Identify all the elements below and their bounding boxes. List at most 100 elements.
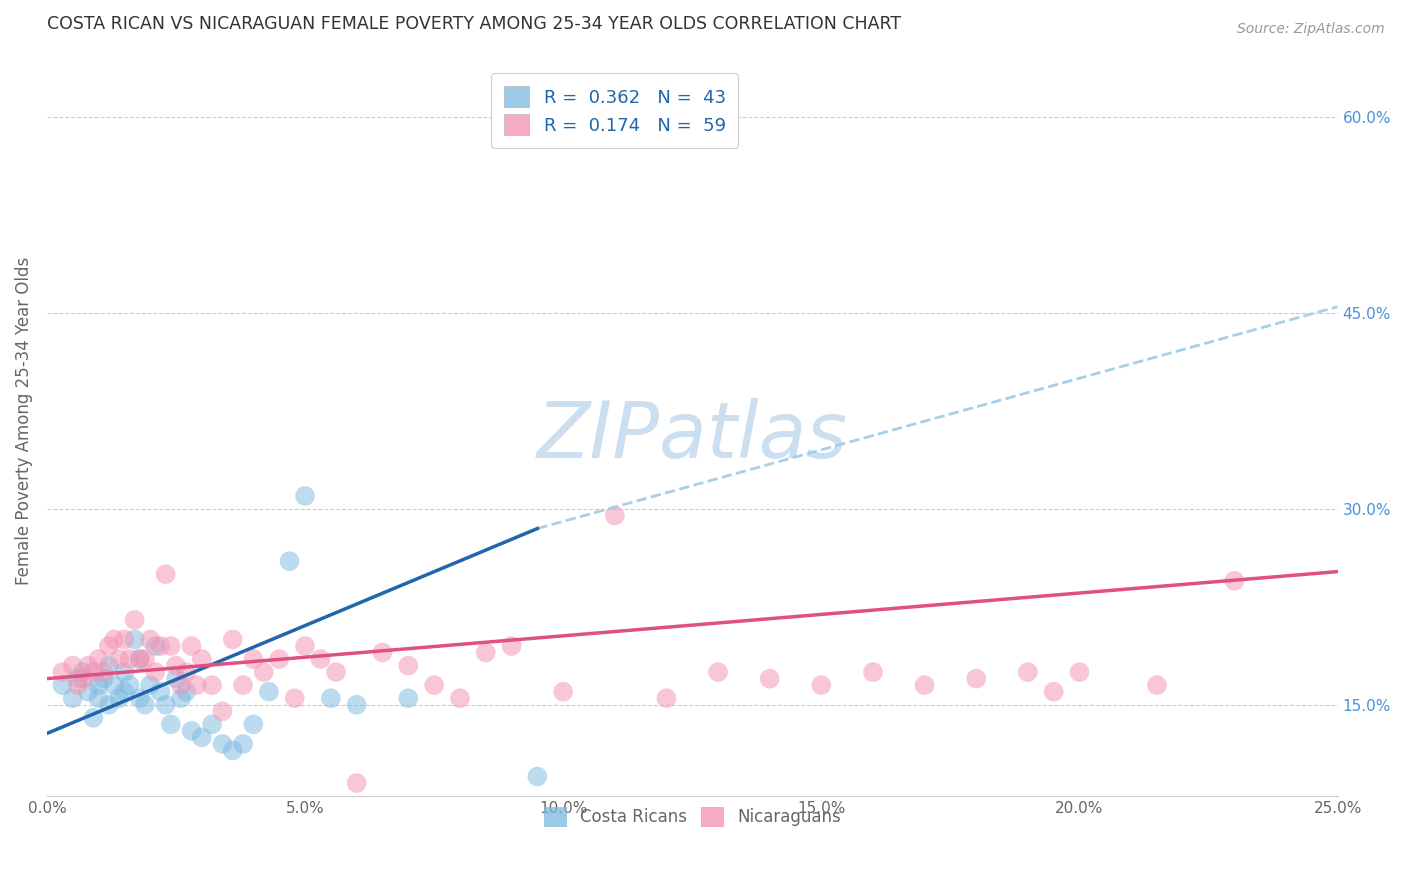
Point (159, 639, 181, 653)
Point (862, 665, 884, 679)
Point (758, 672, 780, 686)
Point (97, 658, 120, 673)
Point (186, 678, 208, 692)
Point (139, 678, 162, 692)
Point (1146, 678, 1168, 692)
Y-axis label: Female Poverty Among 25-34 Year Olds: Female Poverty Among 25-34 Year Olds (15, 257, 32, 585)
Point (82, 665, 104, 679)
Point (124, 613, 146, 627)
Point (257, 684, 280, 698)
Point (269, 652, 291, 666)
Point (103, 632, 125, 647)
Point (51, 665, 73, 679)
Point (112, 684, 135, 698)
Point (77, 684, 100, 698)
Point (449, 691, 471, 706)
Point (180, 723, 202, 738)
Point (294, 639, 316, 653)
Point (143, 665, 166, 679)
Point (325, 665, 347, 679)
Point (201, 678, 224, 692)
Point (72, 665, 94, 679)
Point (294, 489, 316, 503)
Point (222, 632, 245, 647)
Point (128, 652, 150, 666)
Point (93, 672, 115, 686)
Point (134, 652, 156, 666)
Point (174, 684, 197, 698)
Point (423, 678, 446, 692)
Point (211, 737, 233, 751)
Point (553, 684, 575, 698)
Point (77, 658, 100, 673)
Point (1017, 665, 1039, 679)
Point (149, 639, 172, 653)
Point (128, 691, 150, 706)
Point (284, 691, 307, 706)
Point (165, 672, 187, 686)
Point (501, 639, 523, 653)
Point (112, 632, 135, 647)
Point (155, 698, 177, 712)
Point (309, 652, 332, 666)
Point (165, 658, 187, 673)
Point (242, 717, 264, 731)
Point (371, 646, 394, 660)
Point (97, 698, 120, 712)
Point (242, 652, 264, 666)
Point (810, 678, 832, 692)
Legend: Costa Ricans, Nicaraguans: Costa Ricans, Nicaraguans (533, 797, 851, 837)
Point (128, 652, 150, 666)
Point (62, 658, 84, 673)
Point (93, 665, 115, 679)
Point (396, 658, 419, 673)
Point (143, 639, 166, 653)
Point (1223, 574, 1246, 588)
Point (1069, 665, 1091, 679)
Point (474, 646, 496, 660)
Point (118, 678, 141, 692)
Point (112, 665, 135, 679)
Point (553, 123, 575, 137)
Point (914, 678, 936, 692)
Text: Source: ZipAtlas.com: Source: ZipAtlas.com (1237, 22, 1385, 37)
Point (201, 717, 224, 731)
Point (66, 678, 89, 692)
Point (232, 737, 254, 751)
Point (346, 698, 368, 712)
Point (149, 684, 172, 698)
Point (174, 665, 197, 679)
Point (82, 711, 104, 725)
Point (526, 770, 548, 784)
Point (155, 567, 177, 582)
Point (211, 704, 233, 718)
Point (232, 678, 254, 692)
Point (191, 731, 214, 745)
Point (603, 508, 626, 523)
Text: ZIPatlas: ZIPatlas (537, 398, 848, 474)
Point (134, 698, 156, 712)
Point (97, 639, 120, 653)
Point (62, 691, 84, 706)
Point (87, 691, 110, 706)
Point (396, 691, 419, 706)
Point (103, 678, 125, 692)
Point (707, 665, 730, 679)
Point (159, 717, 181, 731)
Text: COSTA RICAN VS NICARAGUAN FEMALE POVERTY AMONG 25-34 YEAR OLDS CORRELATION CHART: COSTA RICAN VS NICARAGUAN FEMALE POVERTY… (46, 15, 901, 33)
Point (1042, 684, 1064, 698)
Point (66, 672, 89, 686)
Point (319, 691, 342, 706)
Point (108, 652, 131, 666)
Point (170, 691, 193, 706)
Point (191, 652, 214, 666)
Point (222, 743, 245, 757)
Point (51, 678, 73, 692)
Point (180, 639, 202, 653)
Point (346, 776, 368, 790)
Point (87, 678, 110, 692)
Point (124, 632, 146, 647)
Point (139, 632, 162, 647)
Point (965, 672, 987, 686)
Point (108, 691, 131, 706)
